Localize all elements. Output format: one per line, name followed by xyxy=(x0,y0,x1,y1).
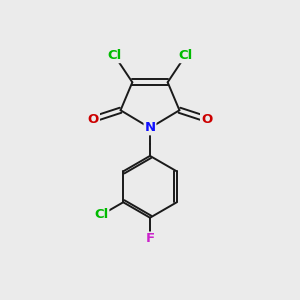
Text: F: F xyxy=(146,232,154,245)
Text: Cl: Cl xyxy=(107,49,122,62)
Text: Cl: Cl xyxy=(178,49,193,62)
Text: N: N xyxy=(144,122,156,134)
Text: Cl: Cl xyxy=(94,208,109,220)
Text: O: O xyxy=(88,112,99,126)
Text: O: O xyxy=(201,112,212,126)
